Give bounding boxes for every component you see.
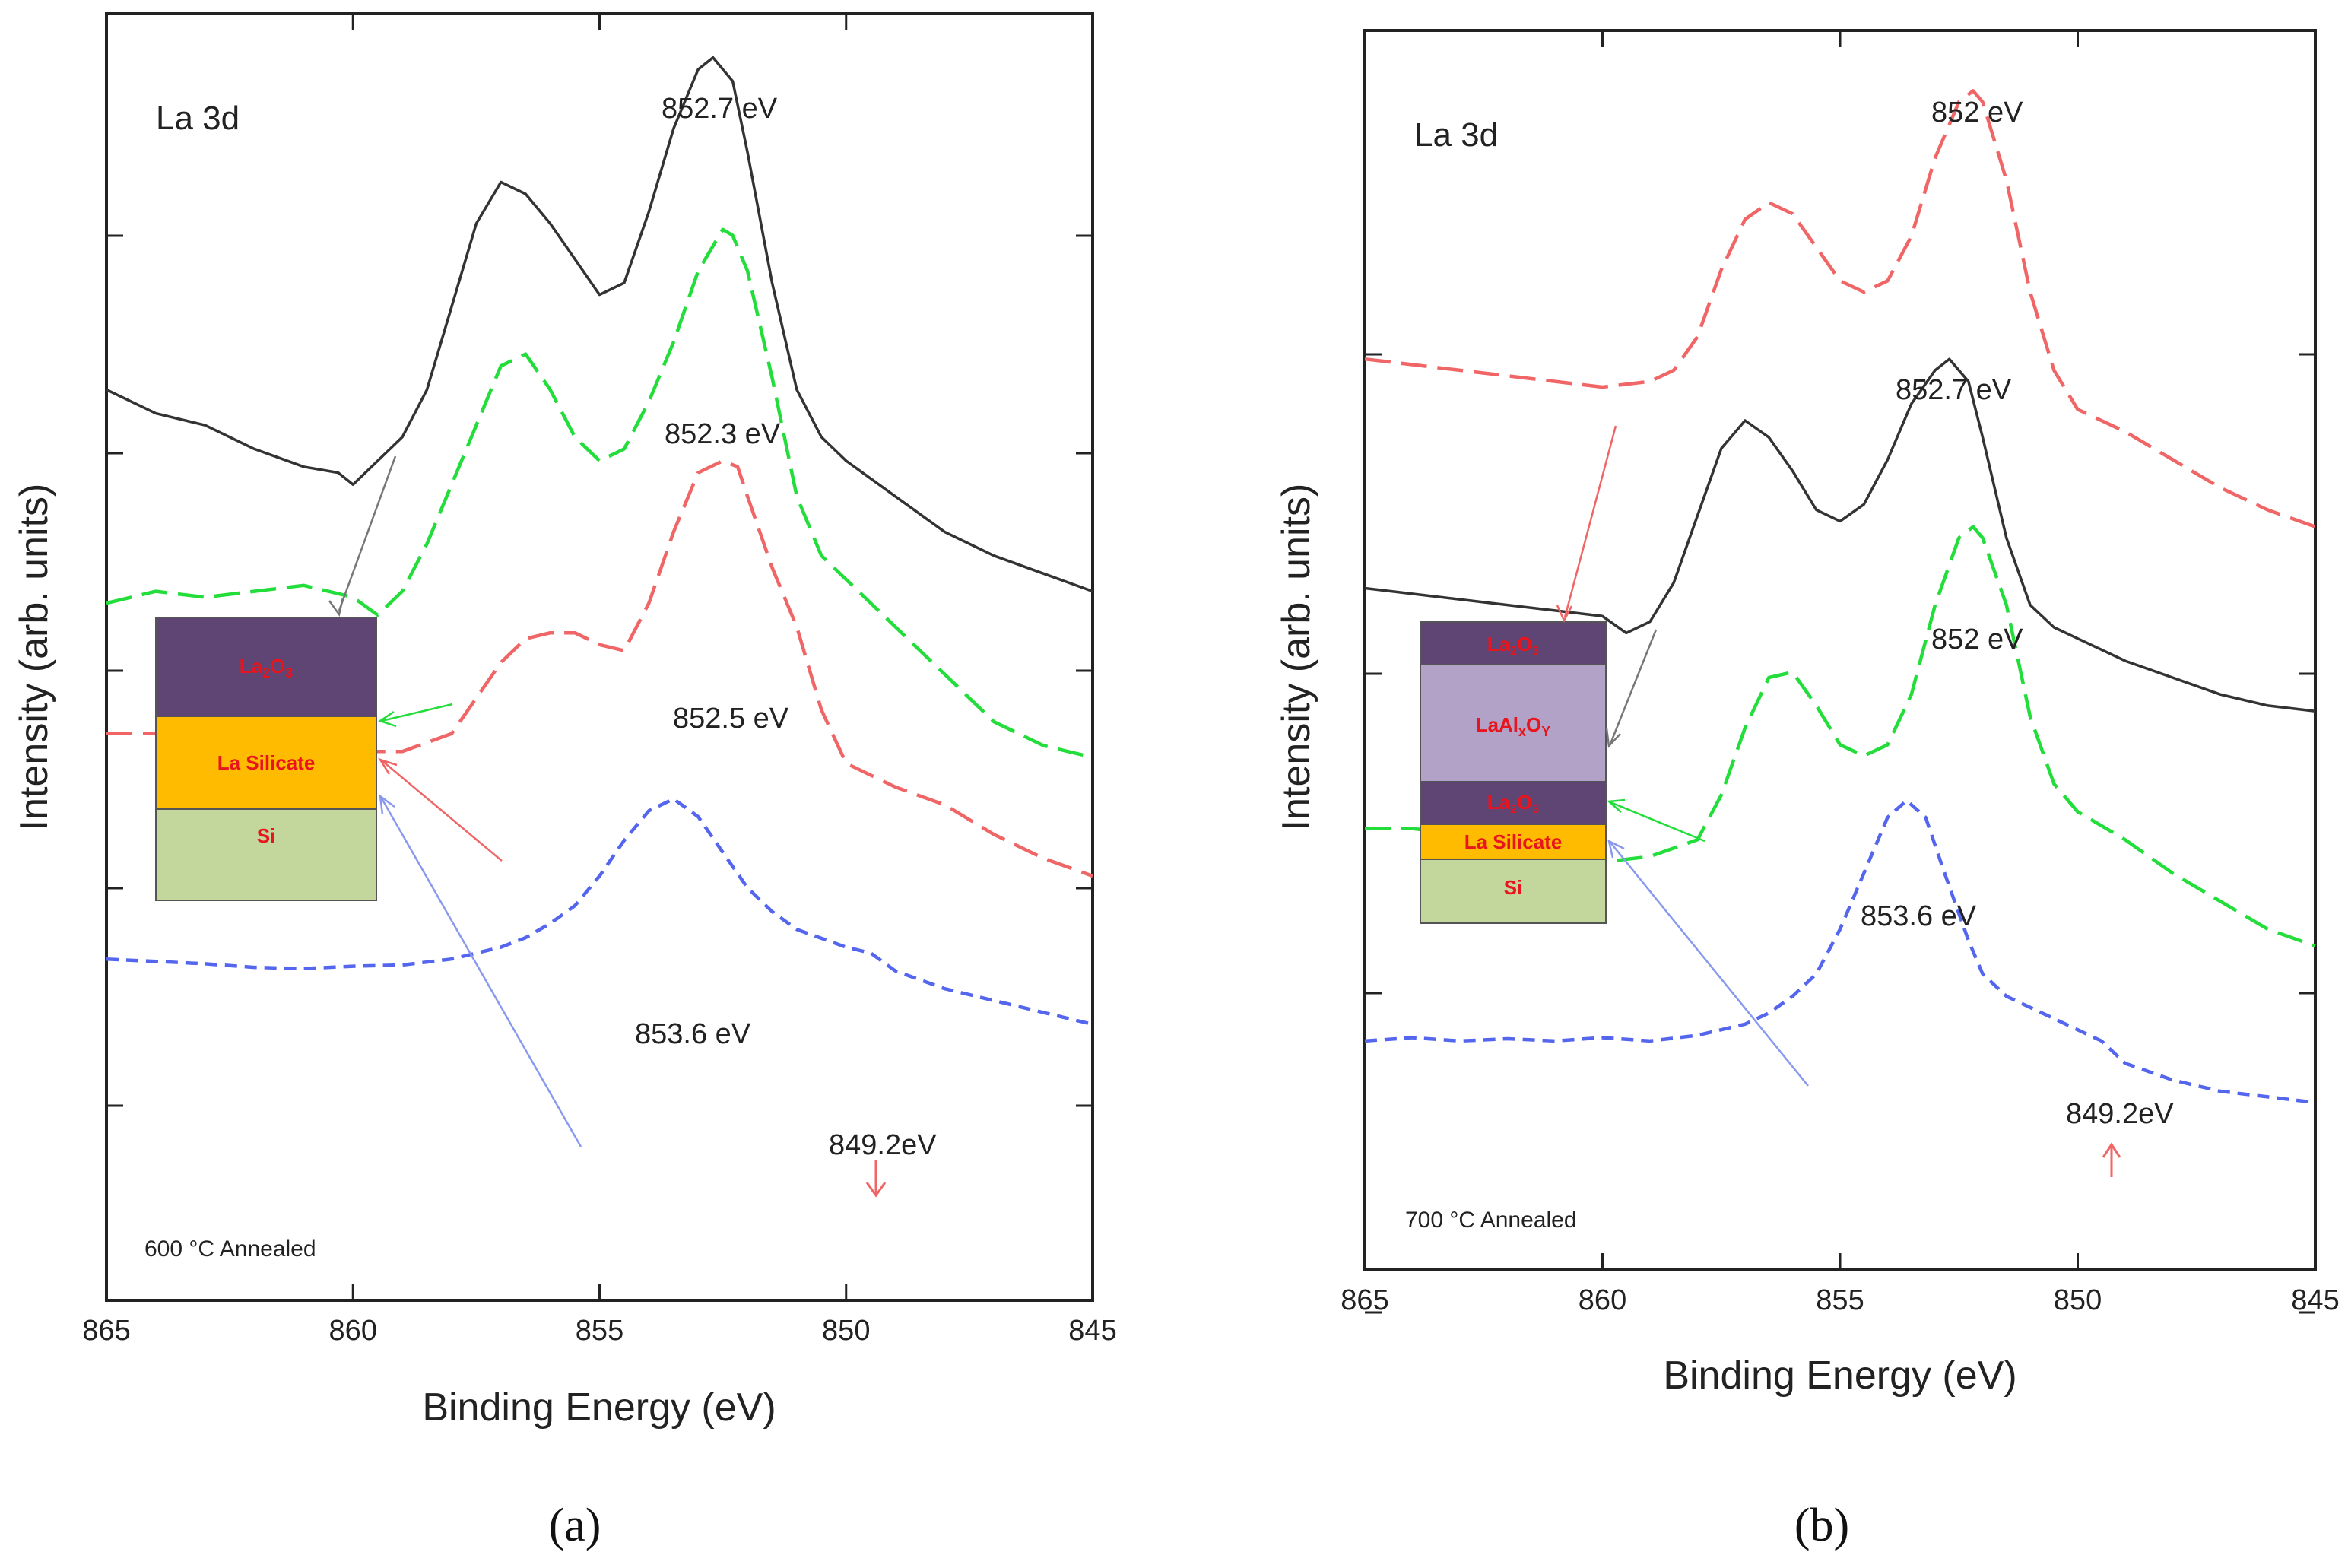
panel-a-layer-stack-inset: La2O3 La Silicate Si [155, 617, 377, 901]
panel-b-axes: 865 860 855 850 845 [1341, 30, 2340, 1316]
panel-a-title: La 3d [156, 100, 240, 137]
panel-b-arrow-black [1609, 629, 1658, 744]
panel-a-layer-si [155, 808, 377, 901]
panel-b-peak-label-1: 852 eV [1931, 97, 2023, 129]
panel-b-layer-si [1420, 859, 1607, 924]
panel-b-arrow-blue [1610, 842, 1809, 1087]
panel-a-series-line-2 [106, 227, 1093, 760]
panel-a-layer-la2o3 [155, 617, 377, 717]
panel-a-x-tick-label: 850 [822, 1315, 870, 1347]
panel-a-series-group [106, 56, 1093, 1027]
panel-b-layer-la-silicate-label: La Silicate [1464, 830, 1563, 853]
panel-b-arrow-black-head [1605, 728, 1621, 748]
panel-a-label: (a) [549, 1500, 601, 1551]
panel-a-peak-label-1: 852.7 eV [662, 93, 778, 125]
panel-b-layer-laalxoy [1420, 664, 1607, 782]
panel-b-peak-label-5: 849.2eV [2066, 1098, 2174, 1130]
panel-b-arrow-green [1610, 801, 1705, 843]
panel-a-condition-label: 600 °C Annealed [144, 1236, 316, 1262]
panel-a-y-axis-title: Intensity (arb. units) [12, 484, 56, 831]
panel-a-pointer-arrows [328, 455, 582, 1147]
panel-a-x-tick-label: 845 [1068, 1315, 1116, 1347]
panel-b-series-line-2 [1364, 357, 2316, 713]
panel-a-arrow-red-head [378, 757, 398, 775]
panel-b-label: (b) [1794, 1500, 1849, 1551]
panel-b-x-tick-label: 855 [1816, 1284, 1864, 1316]
panel-a-series-line-4 [106, 797, 1093, 1027]
panel-b-arrow-red [1563, 425, 1617, 618]
panel-a-arrow-black-head [328, 597, 344, 617]
panel-b-x-tick-label: 850 [2054, 1284, 2102, 1316]
panel-a-x-tick-label: 865 [82, 1315, 130, 1347]
panel-a-x-tick-label: 855 [576, 1315, 623, 1347]
panel-a-axes: 865 860 855 850 845 [82, 14, 1117, 1347]
panel-b-shoulder-arrow [2102, 1142, 2121, 1177]
panel-a-arrow-green-head [378, 710, 397, 728]
panel-a-layer-si-label: Si [257, 824, 276, 847]
panel-a-arrow-green [381, 703, 453, 722]
panel-a-layer-la-silicate [155, 716, 377, 810]
panel-b-arrow-green-head [1606, 798, 1626, 813]
panel-a-x-tick-label: 860 [329, 1315, 377, 1347]
panel-a-x-axis-title: Binding Energy (eV) [422, 1385, 776, 1430]
panel-b-layer-la-silicate [1420, 824, 1607, 860]
panel-a-arrow-black [338, 455, 397, 611]
panel-b-x-tick-label: 845 [2291, 1284, 2339, 1316]
panel-a-peak-label-5: 849.2eV [829, 1129, 937, 1161]
panel-b-layer-la2o3-bottom [1420, 781, 1607, 825]
panel-b-x-tick-label: 860 [1579, 1284, 1626, 1316]
panel-a-layer-la-silicate-label: La Silicate [217, 751, 316, 774]
panel-b-pointer-arrows [1556, 425, 1809, 1087]
panel-b-chart: 865 860 855 850 845 La 3d 700 °C Annealed 85… [1274, 29, 2340, 1551]
panel-b-arrow-red-head [1556, 605, 1573, 623]
panel-b-layer-si-label: Si [1504, 876, 1523, 899]
panel-b-peak-label-3: 852 eV [1931, 624, 2023, 655]
panel-a-series-line-1 [106, 56, 1093, 593]
panel-b-y-axis-title: Intensity (arb. units) [1274, 484, 1318, 831]
panel-a-arrow-red [381, 760, 503, 862]
panel-b-title: La 3d [1414, 116, 1498, 154]
panel-a-peak-label-4: 853.6 eV [635, 1018, 751, 1050]
panel-a-peak-label-3: 852.5 eV [673, 703, 789, 735]
panel-a-chart: 865 860 855 850 845 La 3d 600 °C Annealed 85… [12, 12, 1117, 1551]
panel-a-peak-label-2: 852.3 eV [665, 418, 781, 450]
panel-b-layer-stack-inset: La2O3 LaAlxOY La2O3 La Silicate Si [1420, 621, 1607, 924]
panel-b-layer-la2o3-top [1420, 621, 1607, 665]
panel-b-layer-laalxoy-label: LaAlxOY [1476, 713, 1551, 739]
panel-b-x-axis-title: Binding Energy (eV) [1663, 1354, 2016, 1398]
panel-a-shoulder-arrow [865, 1160, 887, 1198]
panel-b-peak-label-2: 852.7 eV [1896, 374, 2012, 406]
panel-a-arrow-blue [380, 798, 582, 1147]
panel-b-peak-label-4: 853.6 eV [1861, 900, 1977, 932]
panel-b-series-line-1 [1364, 89, 2316, 528]
panel-b-x-tick-label: 865 [1341, 1284, 1388, 1316]
panel-b-series-line-4 [1364, 798, 2316, 1105]
panel-a-arrow-blue-head [379, 794, 395, 815]
panel-b-condition-label: 700 °C Annealed [1405, 1208, 1577, 1233]
panel-b-arrow-blue-head [1607, 839, 1625, 859]
panel-b-layer-la2o3-top-label: La2O3 [1487, 633, 1539, 658]
panel-b-series-group [1364, 89, 2316, 1105]
